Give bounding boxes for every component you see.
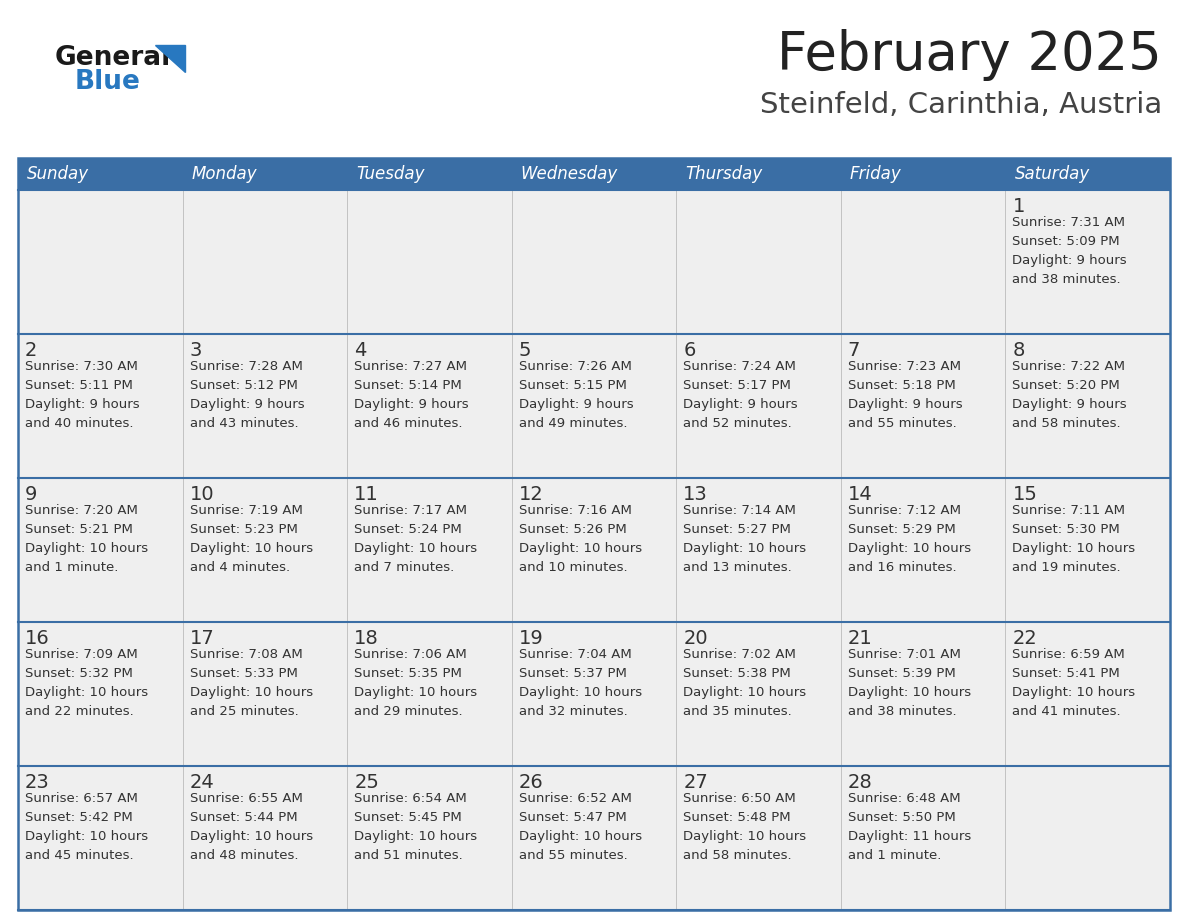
Text: Sunrise: 7:30 AM
Sunset: 5:11 PM
Daylight: 9 hours
and 40 minutes.: Sunrise: 7:30 AM Sunset: 5:11 PM Dayligh… bbox=[25, 360, 140, 430]
Text: Sunrise: 7:09 AM
Sunset: 5:32 PM
Daylight: 10 hours
and 22 minutes.: Sunrise: 7:09 AM Sunset: 5:32 PM Dayligh… bbox=[25, 648, 148, 718]
Text: Sunrise: 7:27 AM
Sunset: 5:14 PM
Daylight: 9 hours
and 46 minutes.: Sunrise: 7:27 AM Sunset: 5:14 PM Dayligh… bbox=[354, 360, 469, 430]
Text: Sunrise: 7:08 AM
Sunset: 5:33 PM
Daylight: 10 hours
and 25 minutes.: Sunrise: 7:08 AM Sunset: 5:33 PM Dayligh… bbox=[190, 648, 312, 718]
Text: Sunrise: 6:52 AM
Sunset: 5:47 PM
Daylight: 10 hours
and 55 minutes.: Sunrise: 6:52 AM Sunset: 5:47 PM Dayligh… bbox=[519, 792, 642, 862]
Text: Sunrise: 7:12 AM
Sunset: 5:29 PM
Daylight: 10 hours
and 16 minutes.: Sunrise: 7:12 AM Sunset: 5:29 PM Dayligh… bbox=[848, 504, 971, 574]
Text: 28: 28 bbox=[848, 773, 873, 792]
Bar bbox=[18, 766, 1170, 910]
Text: 23: 23 bbox=[25, 773, 50, 792]
Text: Sunrise: 7:31 AM
Sunset: 5:09 PM
Daylight: 9 hours
and 38 minutes.: Sunrise: 7:31 AM Sunset: 5:09 PM Dayligh… bbox=[1012, 216, 1127, 286]
Text: Sunrise: 6:50 AM
Sunset: 5:48 PM
Daylight: 10 hours
and 58 minutes.: Sunrise: 6:50 AM Sunset: 5:48 PM Dayligh… bbox=[683, 792, 807, 862]
Text: Sunrise: 7:22 AM
Sunset: 5:20 PM
Daylight: 9 hours
and 58 minutes.: Sunrise: 7:22 AM Sunset: 5:20 PM Dayligh… bbox=[1012, 360, 1127, 430]
Text: Thursday: Thursday bbox=[685, 165, 763, 183]
Bar bbox=[18, 158, 1170, 910]
Text: 18: 18 bbox=[354, 629, 379, 648]
Text: Friday: Friday bbox=[849, 165, 902, 183]
Text: Sunrise: 7:11 AM
Sunset: 5:30 PM
Daylight: 10 hours
and 19 minutes.: Sunrise: 7:11 AM Sunset: 5:30 PM Dayligh… bbox=[1012, 504, 1136, 574]
Text: Sunrise: 6:57 AM
Sunset: 5:42 PM
Daylight: 10 hours
and 45 minutes.: Sunrise: 6:57 AM Sunset: 5:42 PM Dayligh… bbox=[25, 792, 148, 862]
Text: 16: 16 bbox=[25, 629, 50, 648]
Text: Sunrise: 7:02 AM
Sunset: 5:38 PM
Daylight: 10 hours
and 35 minutes.: Sunrise: 7:02 AM Sunset: 5:38 PM Dayligh… bbox=[683, 648, 807, 718]
Text: Sunrise: 7:19 AM
Sunset: 5:23 PM
Daylight: 10 hours
and 4 minutes.: Sunrise: 7:19 AM Sunset: 5:23 PM Dayligh… bbox=[190, 504, 312, 574]
Text: 2: 2 bbox=[25, 341, 37, 360]
Text: Sunrise: 6:54 AM
Sunset: 5:45 PM
Daylight: 10 hours
and 51 minutes.: Sunrise: 6:54 AM Sunset: 5:45 PM Dayligh… bbox=[354, 792, 478, 862]
Text: 5: 5 bbox=[519, 341, 531, 360]
Text: February 2025: February 2025 bbox=[777, 29, 1162, 81]
Text: Wednesday: Wednesday bbox=[520, 165, 618, 183]
Text: Sunrise: 7:06 AM
Sunset: 5:35 PM
Daylight: 10 hours
and 29 minutes.: Sunrise: 7:06 AM Sunset: 5:35 PM Dayligh… bbox=[354, 648, 478, 718]
Text: 1: 1 bbox=[1012, 197, 1025, 216]
Text: 6: 6 bbox=[683, 341, 696, 360]
Text: 13: 13 bbox=[683, 485, 708, 504]
Text: 9: 9 bbox=[25, 485, 37, 504]
Bar bbox=[18, 334, 1170, 478]
Text: Sunrise: 7:26 AM
Sunset: 5:15 PM
Daylight: 9 hours
and 49 minutes.: Sunrise: 7:26 AM Sunset: 5:15 PM Dayligh… bbox=[519, 360, 633, 430]
Text: 22: 22 bbox=[1012, 629, 1037, 648]
Text: 27: 27 bbox=[683, 773, 708, 792]
Text: 25: 25 bbox=[354, 773, 379, 792]
Text: 21: 21 bbox=[848, 629, 873, 648]
Bar bbox=[18, 190, 1170, 334]
Text: 20: 20 bbox=[683, 629, 708, 648]
Text: Sunrise: 7:28 AM
Sunset: 5:12 PM
Daylight: 9 hours
and 43 minutes.: Sunrise: 7:28 AM Sunset: 5:12 PM Dayligh… bbox=[190, 360, 304, 430]
Text: 3: 3 bbox=[190, 341, 202, 360]
Text: Sunrise: 7:14 AM
Sunset: 5:27 PM
Daylight: 10 hours
and 13 minutes.: Sunrise: 7:14 AM Sunset: 5:27 PM Dayligh… bbox=[683, 504, 807, 574]
Text: 7: 7 bbox=[848, 341, 860, 360]
Bar bbox=[18, 622, 1170, 766]
Text: 10: 10 bbox=[190, 485, 214, 504]
Text: Sunrise: 6:48 AM
Sunset: 5:50 PM
Daylight: 11 hours
and 1 minute.: Sunrise: 6:48 AM Sunset: 5:50 PM Dayligh… bbox=[848, 792, 971, 862]
Text: 14: 14 bbox=[848, 485, 873, 504]
Text: Sunrise: 7:24 AM
Sunset: 5:17 PM
Daylight: 9 hours
and 52 minutes.: Sunrise: 7:24 AM Sunset: 5:17 PM Dayligh… bbox=[683, 360, 798, 430]
Text: Sunrise: 7:20 AM
Sunset: 5:21 PM
Daylight: 10 hours
and 1 minute.: Sunrise: 7:20 AM Sunset: 5:21 PM Dayligh… bbox=[25, 504, 148, 574]
Text: 4: 4 bbox=[354, 341, 367, 360]
Text: 24: 24 bbox=[190, 773, 214, 792]
Bar bbox=[18, 158, 1170, 190]
Polygon shape bbox=[154, 45, 185, 72]
Text: 12: 12 bbox=[519, 485, 543, 504]
Text: 17: 17 bbox=[190, 629, 214, 648]
Text: Sunrise: 7:16 AM
Sunset: 5:26 PM
Daylight: 10 hours
and 10 minutes.: Sunrise: 7:16 AM Sunset: 5:26 PM Dayligh… bbox=[519, 504, 642, 574]
Text: Sunday: Sunday bbox=[27, 165, 89, 183]
Text: Blue: Blue bbox=[75, 69, 141, 95]
Text: 15: 15 bbox=[1012, 485, 1037, 504]
Bar bbox=[18, 478, 1170, 622]
Text: Sunrise: 7:23 AM
Sunset: 5:18 PM
Daylight: 9 hours
and 55 minutes.: Sunrise: 7:23 AM Sunset: 5:18 PM Dayligh… bbox=[848, 360, 962, 430]
Text: Steinfeld, Carinthia, Austria: Steinfeld, Carinthia, Austria bbox=[760, 91, 1162, 119]
Text: General: General bbox=[55, 45, 171, 71]
Text: 19: 19 bbox=[519, 629, 543, 648]
Text: 26: 26 bbox=[519, 773, 543, 792]
Text: Monday: Monday bbox=[191, 165, 257, 183]
Text: Sunrise: 7:01 AM
Sunset: 5:39 PM
Daylight: 10 hours
and 38 minutes.: Sunrise: 7:01 AM Sunset: 5:39 PM Dayligh… bbox=[848, 648, 971, 718]
Text: Sunrise: 6:55 AM
Sunset: 5:44 PM
Daylight: 10 hours
and 48 minutes.: Sunrise: 6:55 AM Sunset: 5:44 PM Dayligh… bbox=[190, 792, 312, 862]
Text: 11: 11 bbox=[354, 485, 379, 504]
Text: Sunrise: 7:17 AM
Sunset: 5:24 PM
Daylight: 10 hours
and 7 minutes.: Sunrise: 7:17 AM Sunset: 5:24 PM Dayligh… bbox=[354, 504, 478, 574]
Text: 8: 8 bbox=[1012, 341, 1025, 360]
Text: Sunrise: 6:59 AM
Sunset: 5:41 PM
Daylight: 10 hours
and 41 minutes.: Sunrise: 6:59 AM Sunset: 5:41 PM Dayligh… bbox=[1012, 648, 1136, 718]
Text: Sunrise: 7:04 AM
Sunset: 5:37 PM
Daylight: 10 hours
and 32 minutes.: Sunrise: 7:04 AM Sunset: 5:37 PM Dayligh… bbox=[519, 648, 642, 718]
Text: Tuesday: Tuesday bbox=[356, 165, 424, 183]
Text: Saturday: Saturday bbox=[1015, 165, 1089, 183]
